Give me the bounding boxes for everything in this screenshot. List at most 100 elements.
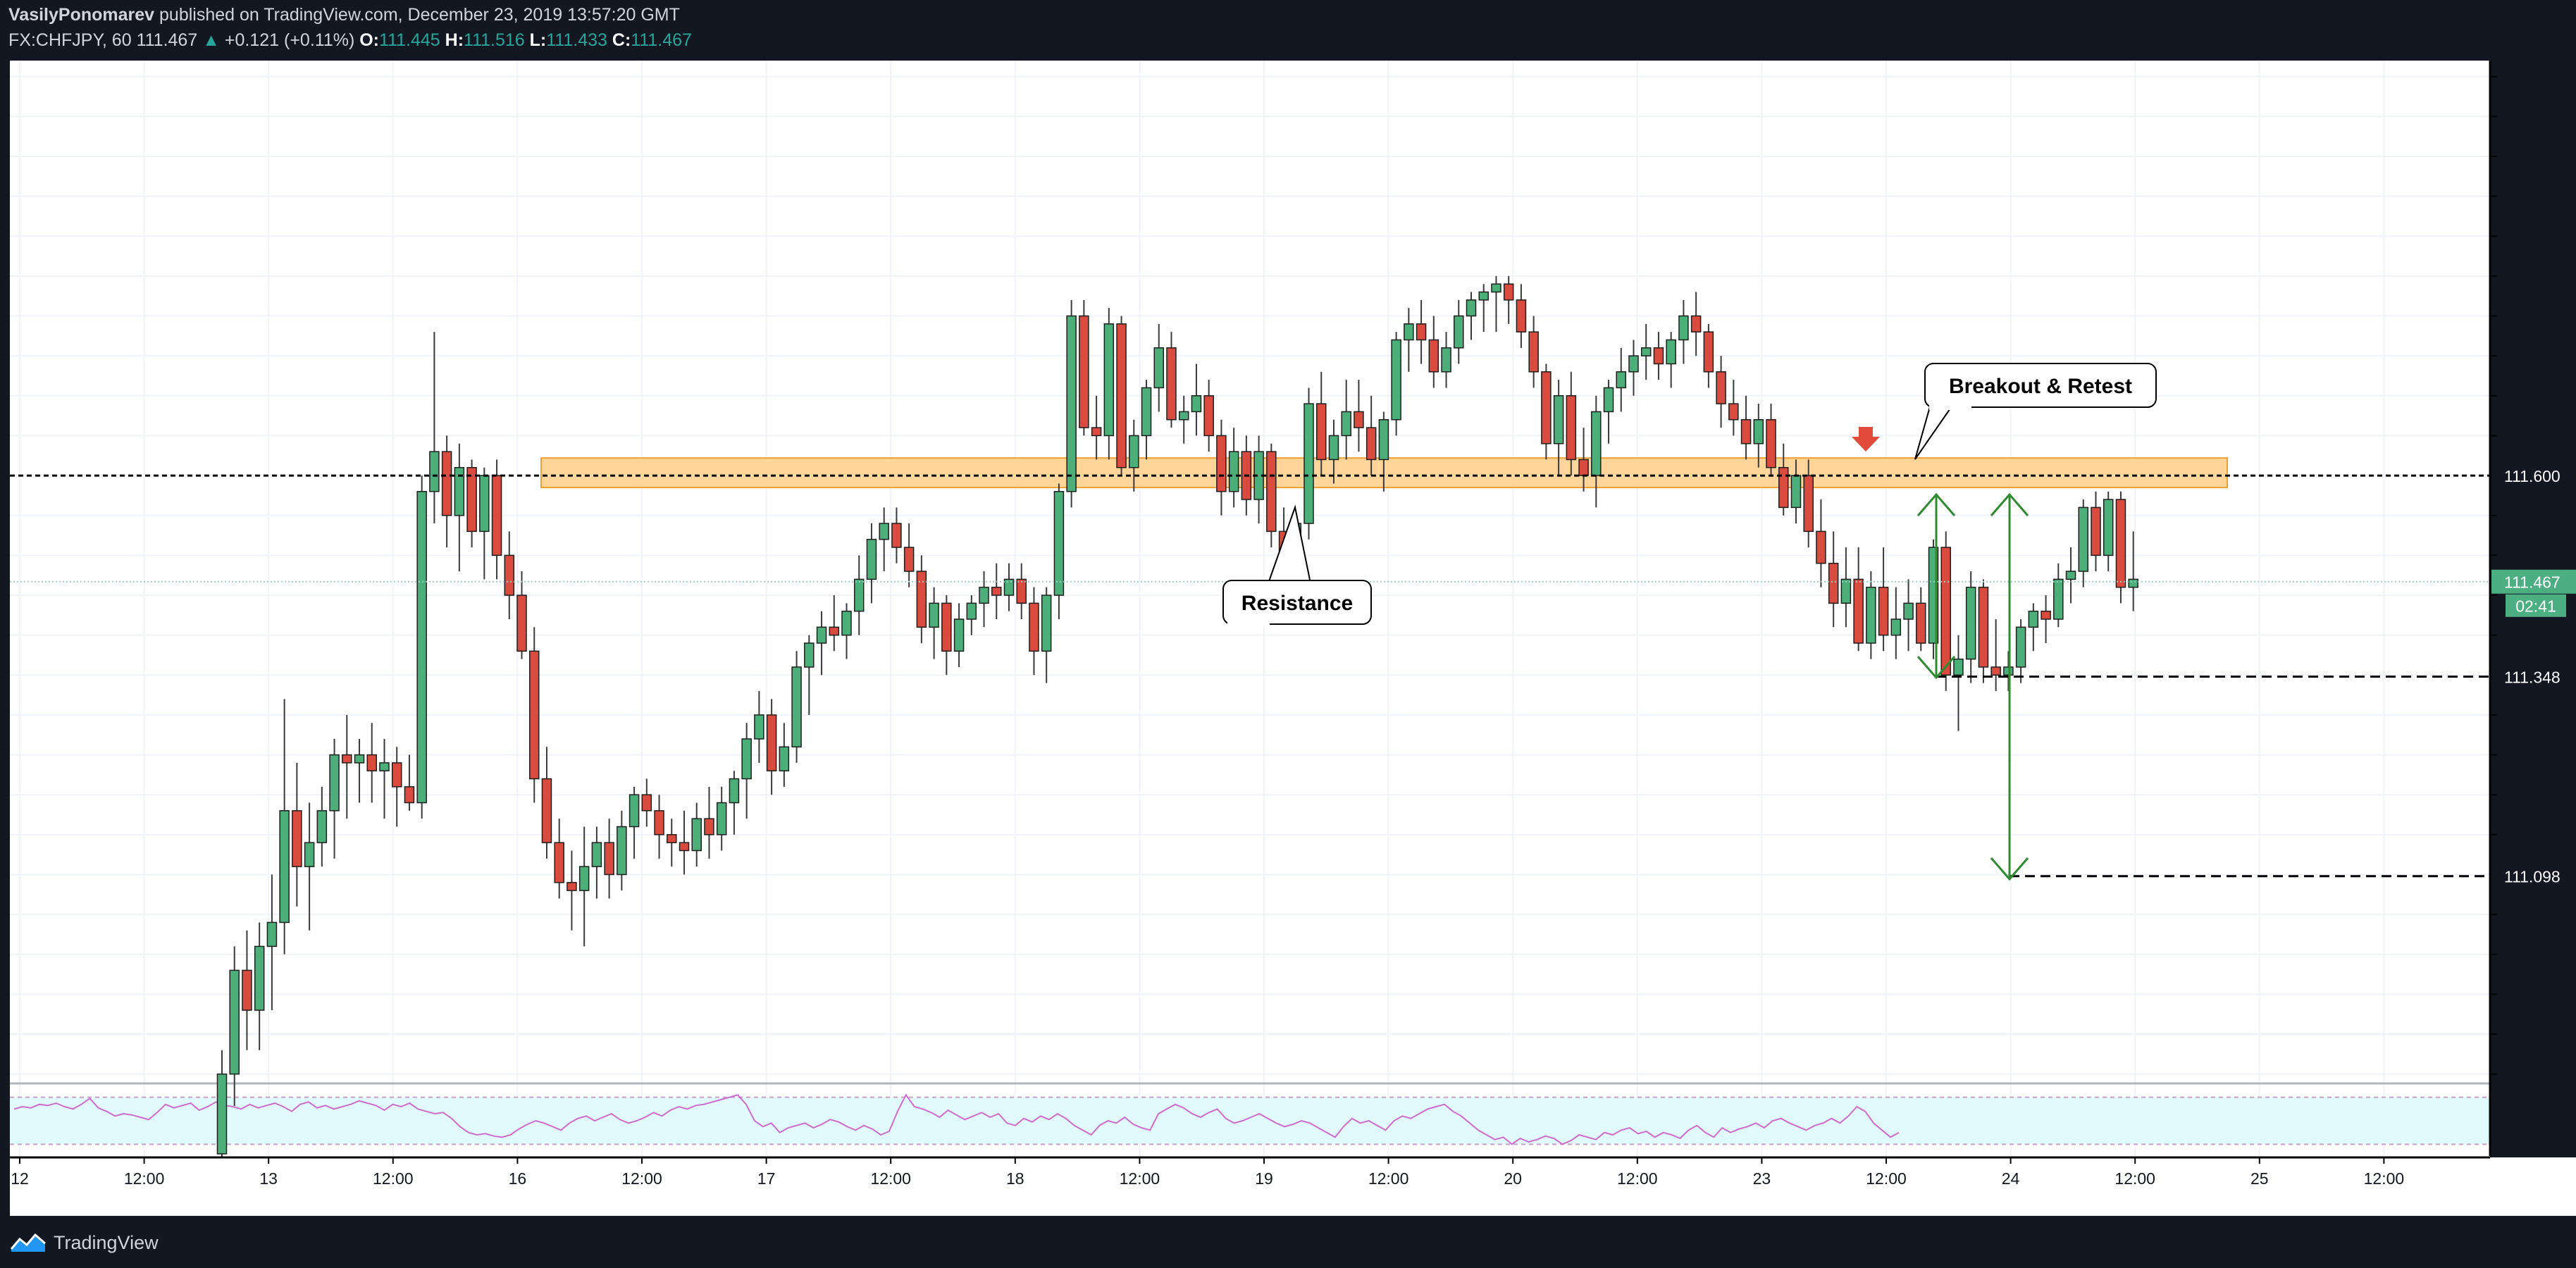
candle-128: [1816, 499, 1826, 588]
candle-body-60: [966, 602, 977, 620]
candle-108: [1566, 371, 1577, 476]
candle-body-66: [1041, 595, 1052, 652]
candle-74: [1141, 380, 1152, 460]
candle-144: [2015, 619, 2026, 683]
candle-body-147: [2053, 578, 2064, 620]
candle-body-130: [1840, 578, 1852, 604]
candle-49: [829, 595, 840, 652]
price-label-text-3: 111.348: [2504, 669, 2560, 687]
candle-body-15: [404, 786, 415, 804]
resistance-callout-text: Resistance: [1241, 592, 1353, 615]
candle-130: [1840, 547, 1852, 628]
price-label-text-0: 111.600: [2504, 467, 2560, 485]
candle-body-92: [1366, 427, 1377, 461]
candle-23: [504, 531, 515, 619]
candle-83: [1253, 435, 1264, 524]
candle-62: [991, 563, 1002, 619]
candle-68: [1066, 299, 1077, 508]
candle-105: [1528, 316, 1539, 388]
candle-145: [2028, 603, 2039, 652]
candle-138: [1940, 531, 1951, 691]
candle-body-51: [853, 578, 865, 612]
candle-3: [254, 922, 265, 1050]
price-tick-label-11: 111.550: [2504, 507, 2560, 526]
candle-body-62: [991, 586, 1002, 596]
rsi-line: [13, 1093, 1900, 1145]
candle-body-149: [2078, 506, 2089, 572]
candle-106: [1541, 363, 1552, 460]
candle-110: [1591, 395, 1602, 508]
candle-body-5: [279, 810, 290, 924]
chart-canvas[interactable]: Breakout & Retest Resistance 112.100 112.0…: [0, 61, 2576, 1216]
candle-body-96: [1416, 323, 1427, 341]
tradingview-brand[interactable]: TradingView: [10, 1229, 159, 1257]
time-axis[interactable]: 12 12:00 13 12:00 16 12:00 17 12:00 18 12:00 19 12:…: [0, 61, 2576, 1216]
candle-body-124: [1766, 419, 1776, 468]
candle-body-58: [941, 602, 952, 652]
price-axis[interactable]: 112.100 112.050 112.000 111.950 111.900 111.8…: [2489, 61, 2576, 1156]
candle-11: [354, 738, 365, 803]
candle-52: [866, 523, 877, 604]
candle-body-106: [1541, 371, 1552, 445]
candle-102: [1491, 275, 1501, 332]
candle-body-44: [766, 714, 777, 771]
candle-116: [1666, 332, 1676, 388]
candle-body-143: [2003, 666, 2014, 676]
time-tick-label-19: 12:00: [2364, 1169, 2405, 1188]
candle-body-2: [242, 969, 252, 1011]
candle-26: [541, 747, 552, 859]
symbol-name[interactable]: FX:CHFJPY, 60: [8, 30, 132, 50]
author-name[interactable]: VasilyPonomarev: [8, 5, 155, 25]
time-tick-label-13: 12:00: [1617, 1169, 1658, 1188]
candle-body-102: [1491, 283, 1501, 293]
candle-39: [704, 786, 714, 859]
candle-45: [779, 723, 790, 787]
candle-153: [2128, 531, 2138, 611]
candle-70: [1091, 395, 1102, 460]
candle-60: [966, 595, 977, 635]
candle-113: [1628, 340, 1639, 396]
candle-body-105: [1528, 331, 1539, 373]
last-price: 111.467: [136, 30, 198, 50]
candle-22: [491, 459, 502, 580]
price-change: +0.121 (+0.11%): [224, 30, 355, 50]
candle-94: [1391, 332, 1401, 436]
candle-16: [416, 476, 427, 819]
candle-125: [1778, 443, 1789, 516]
candle-body-78: [1191, 395, 1202, 413]
time-tick-label-0: 12: [11, 1169, 29, 1188]
candle-body-39: [704, 818, 714, 835]
breakout-retest-callout: Breakout & Retest: [1914, 363, 2157, 460]
candle-103: [1503, 275, 1514, 324]
candle-body-115: [1653, 347, 1664, 365]
candle-79: [1203, 380, 1214, 452]
candle-42: [741, 723, 752, 819]
price-tick-label-12: 111.500: [2504, 547, 2560, 565]
candle-body-65: [1029, 602, 1039, 652]
price-label-4: 111.098: [2491, 864, 2576, 888]
candle-body-8: [316, 810, 328, 843]
candle-body-107: [1553, 395, 1564, 445]
arrow-target-2: [1990, 492, 2029, 881]
candle-body-64: [1016, 578, 1027, 604]
open-label: O:: [359, 30, 380, 50]
candle-134: [1890, 587, 1902, 659]
candle-67: [1053, 483, 1065, 619]
candle-25: [529, 627, 540, 803]
time-tick-label-10: 19: [1255, 1169, 1273, 1188]
candle-body-94: [1391, 339, 1401, 421]
candle-13: [379, 738, 390, 819]
candle-98: [1441, 332, 1451, 388]
price-label-text-1: 111.467: [2504, 573, 2560, 592]
rsi-band: [10, 1097, 2490, 1145]
resistance-callout: Resistance: [1222, 504, 1372, 627]
candle-body-72: [1116, 323, 1127, 468]
arrow-target-1-head-bottom: [1916, 656, 1956, 680]
candle-120: [1716, 356, 1726, 428]
candle-111: [1603, 380, 1614, 444]
tradingview-logo-icon: [10, 1233, 46, 1252]
candle-body-67: [1053, 490, 1065, 596]
candle-61: [979, 571, 989, 628]
candle-152: [2115, 491, 2126, 604]
candle-4: [266, 874, 278, 1011]
